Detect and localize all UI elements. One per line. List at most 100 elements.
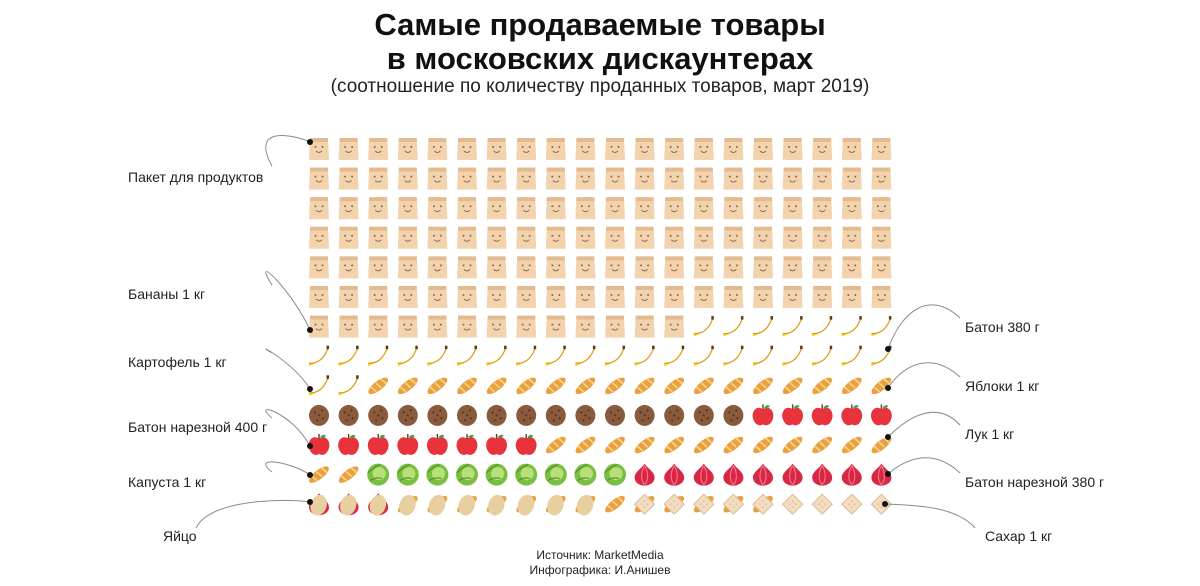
banana-icon bbox=[338, 345, 359, 367]
cabbage-icon bbox=[426, 463, 449, 486]
paper-bag-icon bbox=[368, 197, 389, 220]
legend-label-apples: Яблоки 1 кг bbox=[965, 378, 1040, 394]
paper-bag-icon bbox=[397, 226, 418, 249]
cabbage-icon bbox=[544, 463, 567, 486]
sugar-cube-icon bbox=[752, 493, 774, 515]
paper-bag-icon bbox=[812, 197, 833, 220]
subtitle: (соотношение по количеству проданных тов… bbox=[330, 76, 870, 97]
apple-icon bbox=[515, 434, 537, 455]
banana-icon bbox=[575, 345, 596, 367]
banana-icon bbox=[693, 316, 714, 337]
paper-bag-icon bbox=[575, 167, 596, 190]
legend-label-cabbage: Капуста 1 кг bbox=[128, 474, 207, 490]
paper-bag-icon bbox=[309, 286, 329, 308]
paper-bag-icon bbox=[427, 167, 448, 190]
leader-line bbox=[887, 411, 961, 438]
banana-icon bbox=[545, 345, 566, 367]
paper-bag-icon bbox=[723, 197, 744, 220]
apple-icon bbox=[338, 434, 359, 455]
cabbage-icon bbox=[456, 463, 478, 486]
sugar-cube-icon bbox=[693, 493, 715, 515]
leader-dot bbox=[882, 501, 888, 507]
paper-bag-icon bbox=[368, 226, 389, 249]
paper-bag-icon bbox=[338, 286, 359, 308]
credit-text: Инфографика: И.Анишев bbox=[529, 563, 671, 577]
banana-icon bbox=[841, 345, 862, 367]
leader-line bbox=[884, 503, 976, 529]
leader-dot bbox=[307, 499, 313, 505]
paper-bag-icon bbox=[605, 138, 625, 160]
baguette-icon bbox=[486, 377, 507, 395]
paper-bag-icon bbox=[871, 256, 892, 279]
egg-icon bbox=[547, 494, 564, 516]
paper-bag-icon bbox=[338, 315, 359, 338]
banana-icon bbox=[397, 345, 418, 367]
egg-icon bbox=[399, 494, 416, 516]
source-credit: Источник: MarketMedia Инфографика: И.Ани… bbox=[0, 548, 1200, 578]
apple-icon bbox=[367, 434, 389, 455]
paper-bag-icon bbox=[545, 256, 566, 279]
leader-dot bbox=[885, 434, 891, 440]
paper-bag-icon bbox=[368, 286, 389, 308]
paper-bag-icon bbox=[309, 315, 329, 338]
paper-bag-icon bbox=[368, 167, 389, 190]
paper-bag-icon bbox=[486, 286, 507, 308]
paper-bag-icon bbox=[338, 256, 359, 279]
egg-icon bbox=[488, 494, 505, 516]
paper-bag-icon bbox=[841, 197, 862, 220]
banana-icon bbox=[782, 316, 803, 337]
legend-label-loaf-380: Батон 380 г bbox=[965, 319, 1040, 335]
paper-bag-icon bbox=[605, 197, 625, 220]
paper-bag-icon bbox=[664, 315, 685, 338]
legend-label-sugar: Сахар 1 кг bbox=[985, 528, 1053, 544]
potato-icon bbox=[457, 404, 477, 426]
cabbage-icon bbox=[574, 463, 597, 486]
paper-bag-icon bbox=[841, 167, 862, 190]
apple-icon bbox=[871, 404, 892, 426]
leader-dot bbox=[307, 386, 313, 392]
paper-bag-icon bbox=[457, 138, 477, 160]
baguette-icon bbox=[812, 436, 833, 454]
paper-bag-icon bbox=[486, 138, 507, 160]
paper-bag-icon bbox=[516, 256, 537, 279]
leader-dot bbox=[885, 346, 891, 352]
paper-bag-icon bbox=[693, 138, 714, 160]
banana-icon bbox=[812, 316, 833, 337]
title-line-1: Самые продаваемые товары bbox=[374, 7, 826, 42]
cabbage-icon bbox=[485, 463, 508, 486]
paper-bag-icon bbox=[664, 167, 685, 190]
paper-bag-icon bbox=[457, 315, 477, 338]
onion-icon bbox=[693, 463, 714, 486]
legend-label-sliced-loaf-400: Батон нарезной 400 г bbox=[128, 419, 268, 435]
cabbage-icon bbox=[515, 463, 538, 486]
cabbage-icon bbox=[604, 463, 626, 486]
baguette-icon bbox=[309, 466, 329, 483]
paper-bag-icon bbox=[368, 138, 389, 160]
baguette-icon bbox=[397, 377, 418, 395]
paper-bag-icon bbox=[634, 197, 655, 220]
onion-icon bbox=[723, 463, 744, 486]
paper-bag-icon bbox=[516, 315, 537, 338]
paper-bag-icon bbox=[723, 226, 744, 249]
apple-icon bbox=[427, 434, 448, 455]
paper-bag-icon bbox=[575, 256, 596, 279]
baguette-icon bbox=[545, 377, 566, 395]
paper-bag-icon bbox=[664, 286, 685, 308]
paper-bag-icon bbox=[871, 138, 892, 160]
potato-icon bbox=[575, 404, 596, 426]
leader-line bbox=[265, 461, 311, 476]
paper-bag-icon bbox=[782, 286, 803, 308]
banana-icon bbox=[486, 345, 507, 367]
paper-bag-icon bbox=[782, 256, 803, 279]
paper-bag-icon bbox=[397, 256, 418, 279]
leader-dot bbox=[307, 327, 313, 333]
paper-bag-icon bbox=[427, 226, 448, 249]
paper-bag-icon bbox=[693, 226, 714, 249]
paper-bag-icon bbox=[664, 138, 685, 160]
paper-bag-icon bbox=[664, 197, 685, 220]
paper-bag-icon bbox=[634, 256, 655, 279]
paper-bag-icon bbox=[545, 167, 566, 190]
banana-icon bbox=[456, 345, 477, 367]
paper-bag-icon bbox=[427, 315, 448, 338]
paper-bag-icon bbox=[605, 226, 625, 249]
